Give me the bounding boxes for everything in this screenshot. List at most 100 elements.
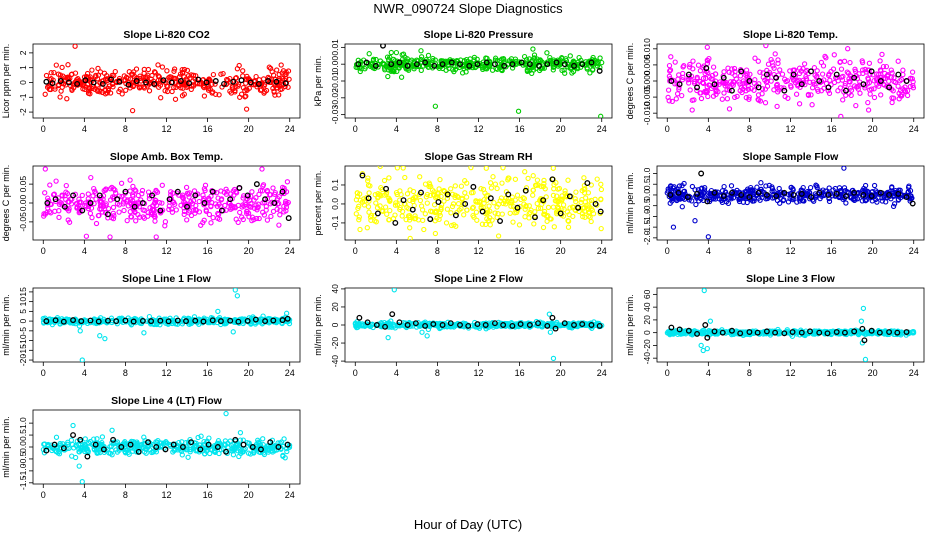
scatter-point	[145, 66, 152, 73]
reference-point	[439, 322, 446, 328]
scatter-point	[581, 205, 587, 211]
scatter-point	[891, 75, 897, 81]
scatter-point	[442, 61, 448, 68]
scatter-point	[441, 198, 447, 204]
x-tick-label: 20	[868, 368, 878, 378]
scatter-point	[130, 83, 136, 90]
scatter-point	[668, 54, 674, 60]
scatter-point	[486, 203, 492, 209]
reference-point	[95, 318, 102, 325]
reference-point	[535, 320, 542, 327]
scatter-point	[62, 75, 68, 81]
scatter-point	[431, 202, 438, 208]
reference-point	[217, 318, 224, 325]
scatter-point	[757, 69, 763, 75]
x-tick-label: 12	[161, 490, 171, 500]
scatter-point	[118, 180, 125, 186]
series-points	[40, 288, 293, 362]
scatter-point	[547, 54, 553, 61]
x-tick-label: 24	[597, 368, 607, 378]
scatter-point	[373, 200, 379, 206]
scatter-point	[581, 175, 587, 181]
scatter-point	[200, 219, 206, 226]
scatter-point	[120, 199, 127, 205]
y-tick-label: 15	[18, 287, 28, 297]
reference-point	[909, 200, 916, 207]
scatter-point	[666, 62, 673, 69]
scatter-point	[113, 78, 120, 85]
scatter-point	[260, 183, 266, 189]
reference-point	[789, 329, 796, 335]
reference-point	[798, 329, 805, 336]
scatter-point	[52, 86, 58, 92]
reference-point	[518, 59, 525, 66]
scatter-point	[105, 85, 112, 92]
scatter-point	[880, 63, 887, 70]
scatter-point	[105, 205, 112, 212]
reference-point	[118, 444, 125, 450]
scatter-point	[756, 97, 762, 103]
scatter-point	[215, 210, 221, 217]
reference-point	[868, 193, 875, 199]
scatter-point	[900, 67, 906, 73]
scatter-point	[578, 322, 584, 328]
outlier-point	[83, 233, 90, 239]
scatter-point	[110, 215, 117, 222]
scatter-point	[728, 183, 735, 189]
scatter-point	[494, 66, 500, 72]
scatter-point	[579, 196, 585, 203]
reference-point	[96, 192, 103, 199]
scatter-point	[541, 177, 547, 184]
scatter-point	[706, 198, 713, 205]
scatter-point	[530, 67, 537, 73]
scatter-point	[835, 88, 841, 94]
x-tick-label: 16	[203, 124, 213, 134]
scatter-point	[437, 176, 443, 183]
reference-point	[571, 62, 577, 69]
reference-point	[746, 194, 753, 201]
y-tick-label: -1	[18, 93, 28, 101]
reference-point	[99, 81, 106, 87]
scatter-point	[814, 73, 820, 79]
reference-point	[903, 194, 910, 201]
scatter-point	[97, 198, 104, 204]
series-points	[664, 288, 917, 362]
reference-point	[860, 192, 867, 198]
scatter-point	[356, 214, 362, 220]
scatter-point	[128, 438, 135, 445]
reference-point	[252, 316, 259, 323]
scatter-point	[448, 210, 454, 216]
x-tick-label: 20	[244, 124, 254, 134]
scatter-point	[49, 318, 55, 324]
scatter-point	[365, 178, 371, 184]
scatter-point	[484, 216, 490, 222]
reference-point	[133, 78, 140, 84]
scatter-point	[64, 441, 71, 447]
reference-point	[561, 320, 568, 327]
scatter-point	[374, 205, 381, 211]
reference-point	[877, 189, 884, 196]
x-tick-label: 16	[827, 124, 837, 134]
reference-point	[273, 78, 280, 85]
reference-point	[258, 446, 264, 453]
reference-point	[479, 208, 486, 215]
scatter-point	[495, 233, 502, 239]
panel-title: Slope Li-820 Pressure	[424, 29, 534, 41]
scatter-point	[153, 187, 159, 194]
scatter-point	[495, 319, 502, 326]
scatter-point	[559, 67, 565, 74]
scatter-point	[185, 454, 191, 460]
reference-point	[552, 325, 559, 332]
scatter-point	[751, 198, 757, 204]
scatter-point	[778, 85, 784, 91]
scatter-point	[544, 218, 550, 224]
outlier-point	[701, 288, 707, 294]
scatter-point	[774, 103, 780, 110]
scatter-point	[230, 84, 236, 90]
scatter-point	[842, 83, 848, 89]
scatter-point	[452, 194, 458, 201]
reference-point	[509, 322, 516, 329]
reference-point	[470, 183, 477, 190]
scatter-point	[721, 183, 727, 190]
scatter-point	[521, 322, 527, 328]
